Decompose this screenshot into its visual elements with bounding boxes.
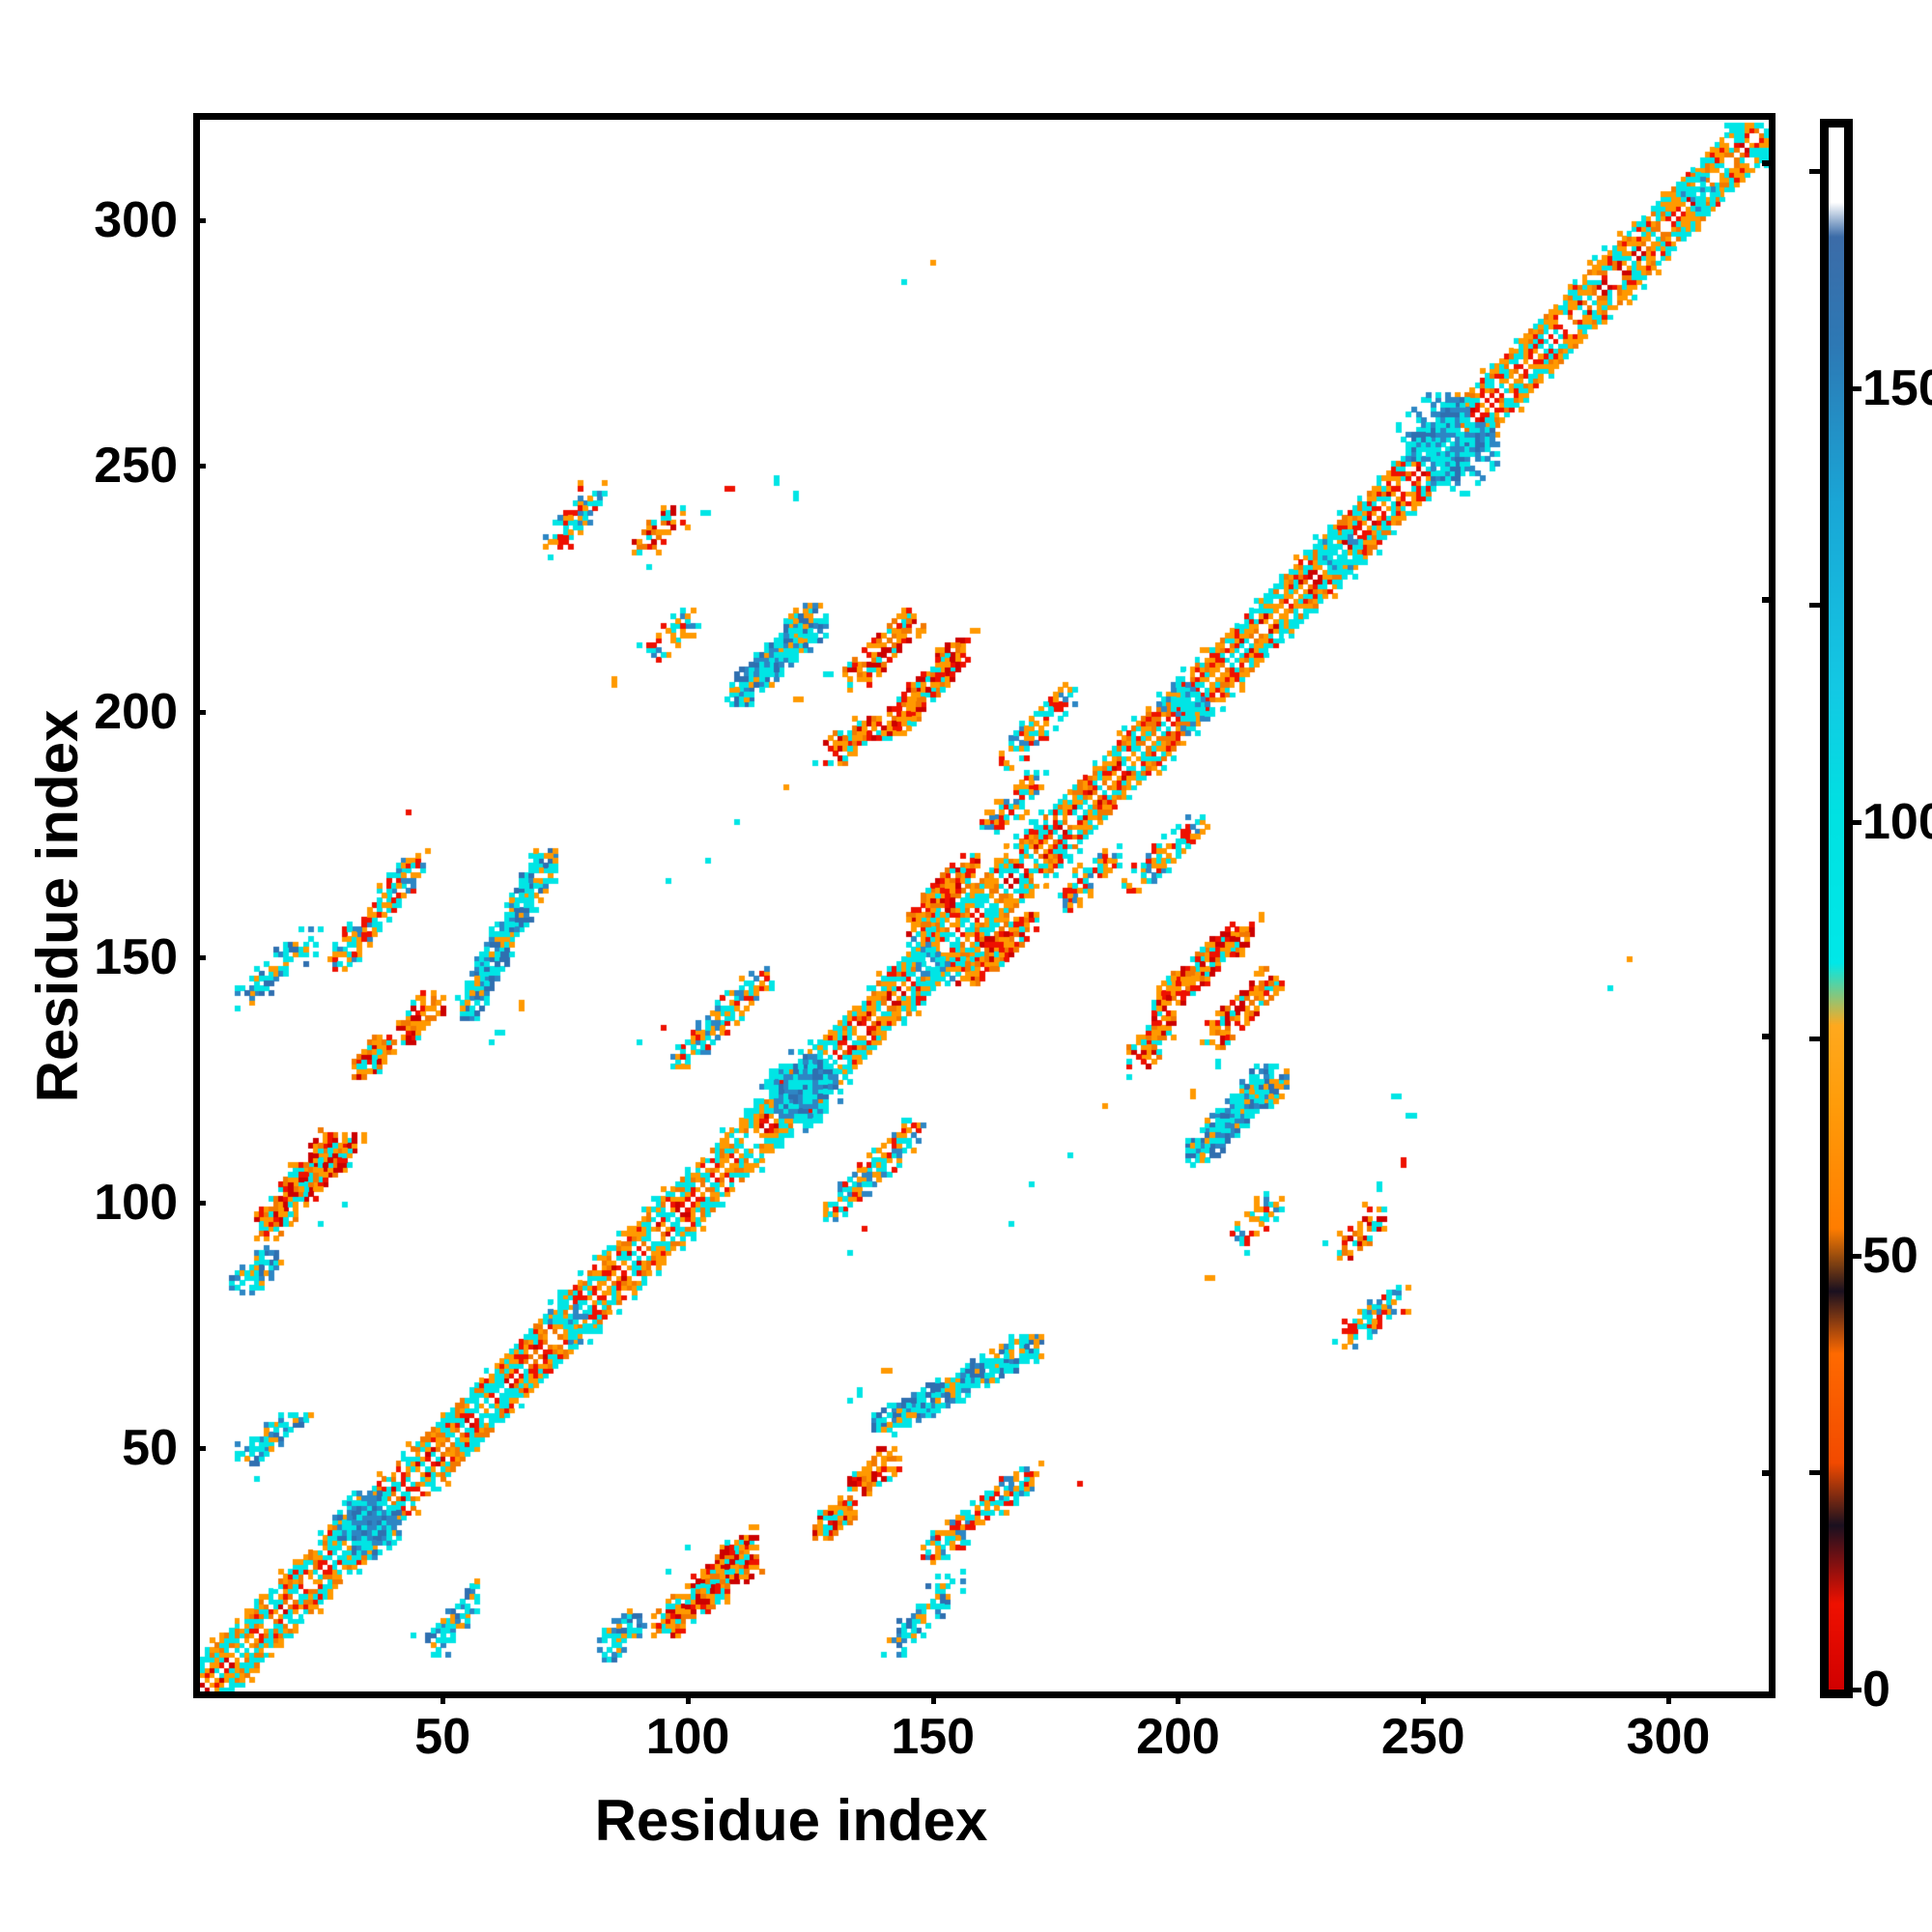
y-tick-100 xyxy=(193,1201,206,1207)
x-tick-label-200: 200 xyxy=(1136,1709,1220,1765)
colorbar-minor-tick xyxy=(1809,603,1820,609)
x-tick-label-150: 150 xyxy=(891,1709,976,1765)
colorbar-minor-tick xyxy=(1809,1037,1820,1042)
colorbar-tick-150 xyxy=(1851,385,1861,391)
x-tick-300 xyxy=(1665,1691,1671,1704)
x-tick-label-50: 50 xyxy=(414,1709,471,1765)
x-axis-title: Residue index xyxy=(594,1788,988,1853)
y-tick-label-200: 200 xyxy=(94,683,178,740)
x-tick-label-250: 250 xyxy=(1380,1709,1465,1765)
plot-right-minor-tick xyxy=(1762,1470,1776,1477)
x-tick-200 xyxy=(1176,1691,1181,1704)
contact-map-canvas xyxy=(200,120,1769,1691)
y-tick-250 xyxy=(193,464,206,469)
colorbar-label-0: 0 xyxy=(1862,1662,1890,1718)
colorbar-minor-tick xyxy=(1809,168,1820,174)
x-tick-250 xyxy=(1421,1691,1427,1704)
y-tick-50 xyxy=(193,1446,206,1452)
colorbar-label-100: 100 xyxy=(1862,793,1932,850)
x-tick-100 xyxy=(685,1691,691,1704)
colorbar-tick-100 xyxy=(1851,819,1861,825)
colorbar-gradient xyxy=(1829,128,1844,1690)
colorbar-tick-0 xyxy=(1851,1688,1861,1692)
x-tick-label-300: 300 xyxy=(1626,1709,1711,1765)
x-tick-label-100: 100 xyxy=(645,1709,730,1765)
x-tick-50 xyxy=(440,1691,446,1704)
y-tick-300 xyxy=(193,218,206,224)
colorbar xyxy=(1820,119,1853,1698)
plot-right-minor-tick xyxy=(1762,1034,1776,1040)
x-tick-150 xyxy=(930,1691,936,1704)
y-tick-200 xyxy=(193,709,206,715)
colorbar-minor-tick xyxy=(1809,1470,1820,1476)
contact-map-plot-area xyxy=(193,113,1776,1698)
plot-right-minor-tick xyxy=(1762,597,1776,604)
y-axis-title: Residue index xyxy=(25,709,90,1103)
colorbar-label-150: 150 xyxy=(1862,359,1932,416)
y-tick-150 xyxy=(193,954,206,960)
colorbar-tick-50 xyxy=(1851,1253,1861,1259)
y-tick-label-250: 250 xyxy=(94,438,178,495)
y-tick-label-100: 100 xyxy=(94,1175,178,1232)
y-tick-label-150: 150 xyxy=(94,928,178,985)
y-tick-label-300: 300 xyxy=(94,192,178,249)
y-tick-label-50: 50 xyxy=(122,1420,178,1477)
plot-right-minor-tick xyxy=(1762,160,1776,167)
colorbar-label-50: 50 xyxy=(1862,1227,1918,1284)
